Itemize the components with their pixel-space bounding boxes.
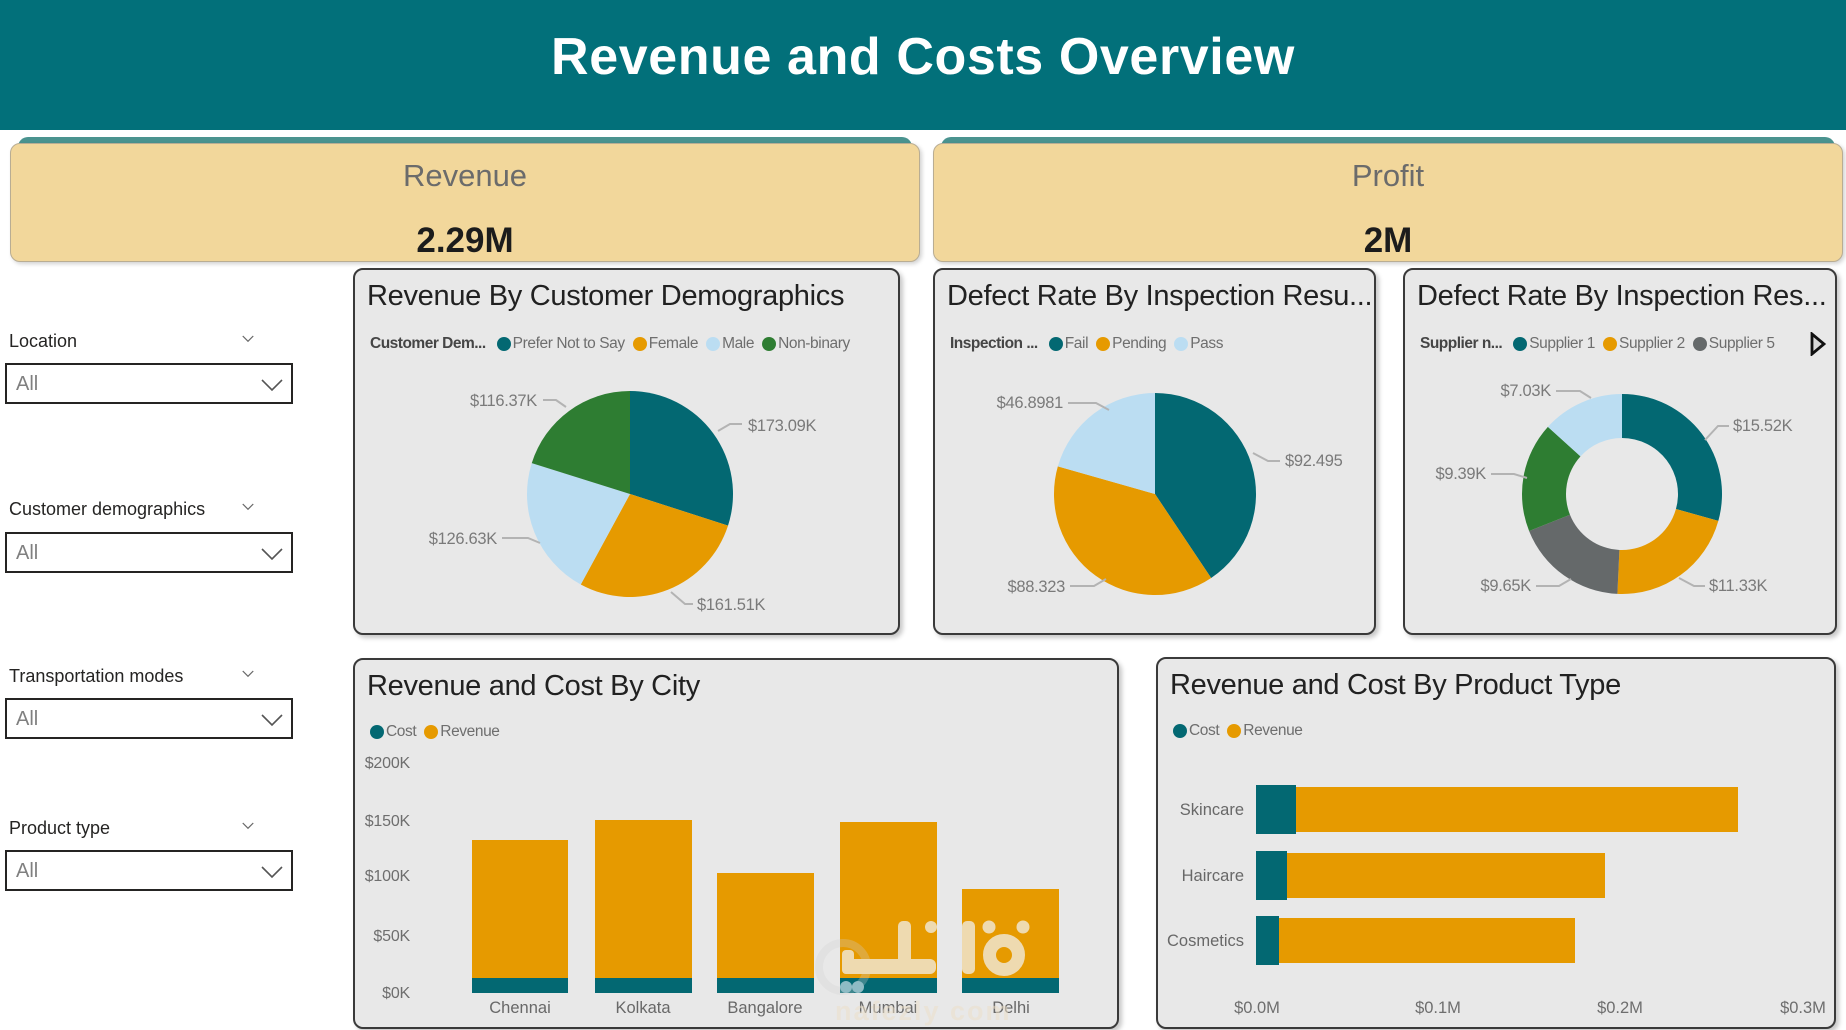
svg-text:$0.2M: $0.2M bbox=[1597, 999, 1643, 1017]
svg-text:$100K: $100K bbox=[365, 868, 411, 885]
svg-text:$46.8981: $46.8981 bbox=[997, 394, 1064, 412]
svg-text:Haircare: Haircare bbox=[1182, 867, 1244, 885]
svg-text:Delhi: Delhi bbox=[992, 999, 1030, 1017]
svg-text:$150K: $150K bbox=[365, 813, 411, 830]
svg-text:$92.495: $92.495 bbox=[1285, 452, 1343, 470]
svg-text:$0.1M: $0.1M bbox=[1415, 999, 1461, 1017]
svg-text:$161.51K: $161.51K bbox=[697, 596, 766, 614]
svg-text:$88.323: $88.323 bbox=[1007, 578, 1065, 596]
svg-text:$0K: $0K bbox=[382, 985, 410, 1002]
svg-text:Kolkata: Kolkata bbox=[615, 999, 671, 1017]
svg-text:$0.0M: $0.0M bbox=[1234, 999, 1280, 1017]
svg-text:Bangalore: Bangalore bbox=[727, 999, 802, 1017]
svg-text:Mumbai: Mumbai bbox=[859, 999, 918, 1017]
svg-text:$7.03K: $7.03K bbox=[1501, 382, 1552, 400]
svg-text:$15.52K: $15.52K bbox=[1733, 417, 1793, 435]
svg-text:$11.33K: $11.33K bbox=[1709, 577, 1767, 595]
svg-text:$116.37K: $116.37K bbox=[470, 392, 537, 410]
svg-text:$173.09K: $173.09K bbox=[748, 417, 817, 435]
svg-text:Skincare: Skincare bbox=[1180, 801, 1244, 819]
svg-text:$50K: $50K bbox=[373, 928, 410, 945]
svg-text:$9.65K: $9.65K bbox=[1481, 577, 1532, 595]
svg-text:$200K: $200K bbox=[365, 755, 411, 772]
svg-text:$126.63K: $126.63K bbox=[429, 530, 498, 548]
svg-text:$9.39K: $9.39K bbox=[1436, 465, 1487, 483]
svg-text:Cosmetics: Cosmetics bbox=[1167, 932, 1244, 950]
svg-text:Chennai: Chennai bbox=[489, 999, 550, 1017]
svg-text:$0.3M: $0.3M bbox=[1780, 999, 1826, 1017]
svg-text:nafezly com: nafezly com bbox=[835, 996, 1012, 1026]
